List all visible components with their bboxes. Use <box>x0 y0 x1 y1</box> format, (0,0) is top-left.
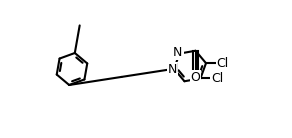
Text: N: N <box>174 45 183 58</box>
Text: N: N <box>168 62 178 75</box>
Text: Cl: Cl <box>211 72 223 85</box>
Text: O: O <box>191 71 201 84</box>
Text: N: N <box>167 63 177 76</box>
Text: Cl: Cl <box>217 57 229 70</box>
Text: N: N <box>173 46 182 59</box>
